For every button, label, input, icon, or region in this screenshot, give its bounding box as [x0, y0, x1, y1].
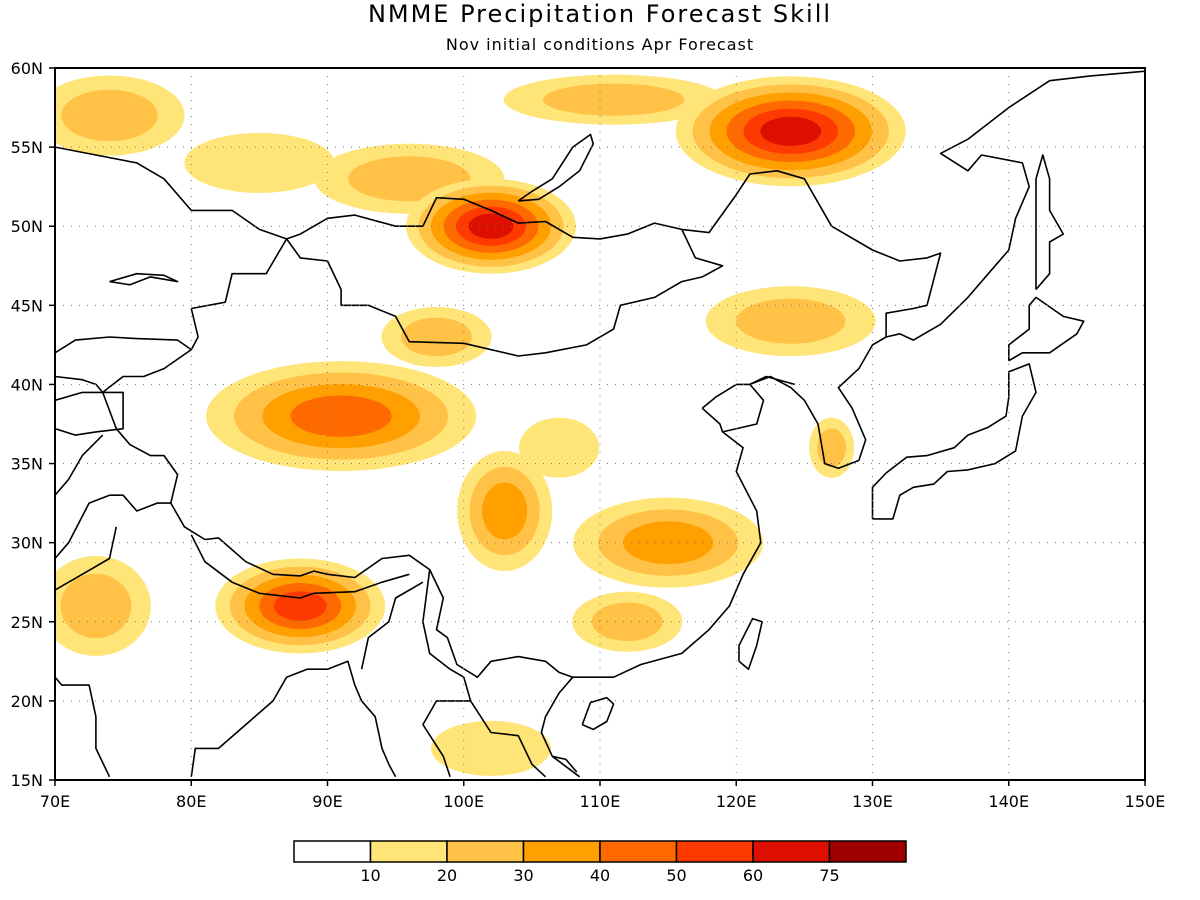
boundary-line — [581, 696, 615, 731]
grid-lines — [55, 68, 1145, 780]
skill-region-far-east-russia — [760, 116, 822, 146]
skill-region-india-west — [60, 573, 132, 639]
lat-tick-label: 25N — [11, 613, 43, 632]
coastlines-borders — [55, 70, 1145, 778]
boundary-line — [55, 336, 192, 354]
boundary-line — [190, 660, 397, 778]
boundary-line — [738, 617, 763, 670]
boundary-line — [552, 755, 578, 773]
boundary-line — [55, 375, 104, 393]
colorbar-swatch — [522, 840, 601, 863]
map-subtitle: Nov initial conditions Apr Forecast — [446, 35, 754, 54]
skill-region-southeast-china — [591, 602, 663, 642]
boundary-line — [749, 70, 1145, 470]
colorbar-swatch — [369, 840, 448, 863]
colorbar-label: 60 — [743, 866, 763, 885]
boundary-line — [701, 407, 724, 433]
skill-region-altai — [401, 317, 472, 357]
colorbar-swatch — [293, 840, 372, 863]
skill-region-qaidam — [482, 482, 528, 540]
colorbar-label: 10 — [360, 866, 380, 885]
skill-region-west-mongolia — [468, 213, 514, 239]
skill-region-central-siberia — [542, 83, 685, 116]
boundary-line — [1035, 154, 1065, 291]
colorbar-label: 75 — [819, 866, 839, 885]
boundary-line — [701, 383, 750, 409]
skill-region-loess-plateau — [519, 417, 600, 478]
boundary-line — [540, 383, 765, 778]
boundary-line — [55, 391, 124, 436]
skill-shading — [55, 74, 906, 776]
lat-tick-label: 55N — [11, 138, 43, 157]
boundary-line — [749, 375, 796, 386]
skill-region-tarim-basin — [290, 395, 392, 437]
boundary-line — [55, 494, 171, 560]
lat-tick-label: 60N — [11, 59, 43, 78]
boundary-line — [109, 272, 179, 286]
colorbar-label: 40 — [590, 866, 610, 885]
lat-tick-label: 50N — [11, 217, 43, 236]
lon-tick-label: 110E — [580, 792, 621, 811]
lon-tick-label: 140E — [988, 792, 1029, 811]
lon-tick-label: 70E — [40, 792, 70, 811]
lon-tick-label: 150E — [1125, 792, 1166, 811]
boundary-line — [1008, 296, 1085, 362]
boundary-line — [517, 133, 594, 202]
colorbar-swatch — [752, 840, 831, 863]
lat-tick-label: 20N — [11, 692, 43, 711]
boundary-line — [55, 434, 104, 496]
skill-region-kazakh-north — [184, 132, 335, 193]
colorbar-label: 50 — [666, 866, 686, 885]
colorbar-swatch — [828, 840, 907, 863]
boundary-line — [360, 581, 424, 670]
lon-tick-label: 130E — [852, 792, 893, 811]
colorbar-swatch — [675, 840, 754, 863]
skill-region-himalaya-bangladesh — [273, 591, 327, 621]
lat-tick-label: 30N — [11, 534, 43, 553]
boundary-line — [101, 392, 574, 678]
map-title: NMME Precipitation Forecast Skill — [368, 0, 832, 28]
boundary-line — [871, 363, 1037, 520]
boundary-line — [55, 526, 118, 593]
skill-region-yangtze — [623, 521, 714, 564]
lat-tick-label: 40N — [11, 375, 43, 394]
boundary-line — [190, 534, 410, 599]
boundary-line — [55, 675, 111, 778]
boundary-line — [422, 569, 472, 778]
colorbar-label: 30 — [513, 866, 533, 885]
lat-tick-label: 45N — [11, 296, 43, 315]
skill-region-inner-mongolia — [736, 298, 846, 344]
lon-tick-label: 90E — [312, 792, 342, 811]
skill-region-west-siberia — [61, 89, 158, 142]
lon-tick-label: 120E — [716, 792, 757, 811]
colorbar: 10 20 30 40 50 60 75 — [293, 840, 907, 885]
lat-tick-label: 35N — [11, 455, 43, 474]
lon-tick-label: 80E — [176, 792, 206, 811]
boundary-line — [102, 238, 288, 394]
colorbar-swatch — [446, 840, 525, 863]
lon-tick-label: 100E — [443, 792, 484, 811]
colorbar-swatch — [599, 840, 678, 863]
skill-region-indochina — [431, 720, 551, 776]
boundary-line — [285, 229, 724, 357]
lat-tick-label: 15N — [11, 771, 43, 790]
boundary-line — [55, 146, 942, 337]
boundary-line — [469, 700, 547, 778]
colorbar-label: 20 — [437, 866, 457, 885]
